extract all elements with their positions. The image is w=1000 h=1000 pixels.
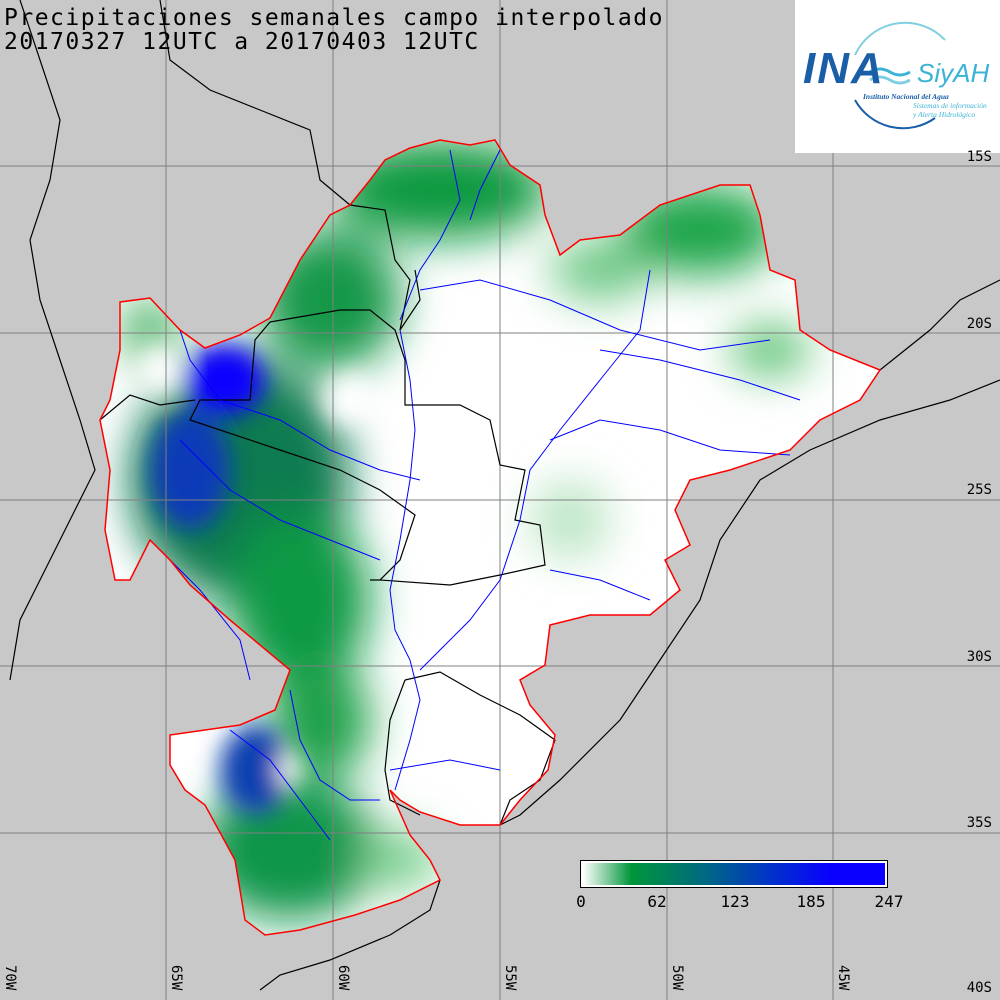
logo-institute: Instituto Nacional del Agua xyxy=(863,92,949,101)
colorbar-tick: 185 xyxy=(796,892,826,911)
rivers xyxy=(149,149,801,841)
colorbar-tick: 62 xyxy=(647,892,667,911)
ina-siyah-logo: INA SiyAH Instituto Nacional del Agua Si… xyxy=(795,0,1000,153)
colorbar xyxy=(580,860,888,888)
lon-label: 50W xyxy=(669,965,685,991)
lon-label: 55W xyxy=(502,965,518,991)
colorbar-gradient xyxy=(583,863,885,885)
lat-label: 15S xyxy=(966,149,992,165)
colorbar-tick: 123 xyxy=(720,892,750,911)
logo-subtitle-2: y Alerta Hidrológico xyxy=(913,110,976,119)
map-date-range: 20170327 12UTC a 20170403 12UTC xyxy=(4,29,480,55)
colorbar-tick: 0 xyxy=(576,892,586,911)
lon-label: 65W xyxy=(168,965,184,991)
logo-subtitle-1: Sistemas de información xyxy=(913,101,987,110)
logo-siyah: SiyAH xyxy=(917,58,990,88)
country-borders xyxy=(9,0,1000,991)
colorbar-tick: 247 xyxy=(874,892,904,911)
logo-subtitle: Sistemas de información y Alerta Hidroló… xyxy=(913,101,987,119)
logo-arc-icon xyxy=(854,21,946,130)
lat-label: 25S xyxy=(966,482,992,498)
lon-label: 70W xyxy=(2,965,18,991)
lat-label: 35S xyxy=(966,815,992,831)
map-title: Precipitaciones semanales campo interpol… xyxy=(4,5,664,31)
lat-label: 20S xyxy=(966,316,992,332)
lon-label: 45W xyxy=(835,965,851,991)
lat-label: 30S xyxy=(966,649,992,665)
lon-label: 60W xyxy=(335,965,351,991)
lat-label: 40S xyxy=(966,980,992,996)
logo-ina: INA xyxy=(803,44,885,93)
